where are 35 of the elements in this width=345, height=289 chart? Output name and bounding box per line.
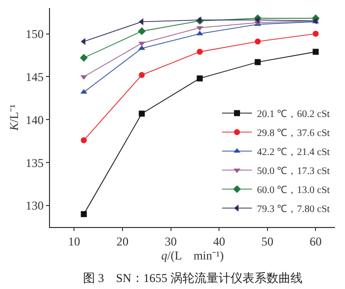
point — [80, 38, 86, 45]
x-tick-label: 10 — [68, 234, 80, 248]
x-tick-label: 50 — [261, 234, 274, 248]
x-axis-title: q/(L min⁻¹) — [161, 248, 224, 262]
point — [312, 30, 319, 37]
legend-label: 42.2 ℃，21.4 cSt — [257, 147, 330, 158]
point — [196, 16, 202, 24]
point — [80, 54, 88, 62]
y-tick-label: 135 — [26, 156, 44, 170]
point — [254, 16, 260, 24]
point — [138, 72, 145, 78]
point — [80, 137, 87, 144]
y-tick-label: 145 — [26, 70, 44, 84]
caption: 图 3 SN：1655 涡轮流量计仪表系数曲线 — [83, 271, 302, 285]
point — [254, 38, 261, 44]
point — [312, 48, 319, 55]
point — [138, 27, 146, 36]
x-tick-label: 30 — [164, 234, 177, 248]
x-tick-label: 20 — [116, 234, 128, 248]
x-tick-label: 40 — [213, 234, 226, 248]
point — [196, 75, 203, 82]
y-tick-label: 140 — [26, 112, 44, 127]
y-tick-label: 150 — [26, 26, 44, 41]
x-tick-label: 60 — [310, 234, 322, 248]
legend-label: 29.8 ℃，37.6 cSt — [257, 128, 330, 140]
legend-label: 50.0 ℃，17.3 cSt — [257, 166, 330, 178]
y-axis-title: K/L⁻¹ — [6, 104, 21, 132]
legend-label: 20.1 ℃，60.2 cSt — [257, 109, 330, 120]
legend-label: 79.3 ℃，7.80 cSt — [257, 204, 330, 216]
point — [80, 211, 87, 218]
point — [254, 59, 261, 66]
y-tick-label: 130 — [26, 198, 44, 213]
point — [196, 48, 203, 55]
legend-label: 60.0 ℃，13.0 cSt — [257, 185, 330, 196]
point — [138, 110, 145, 117]
